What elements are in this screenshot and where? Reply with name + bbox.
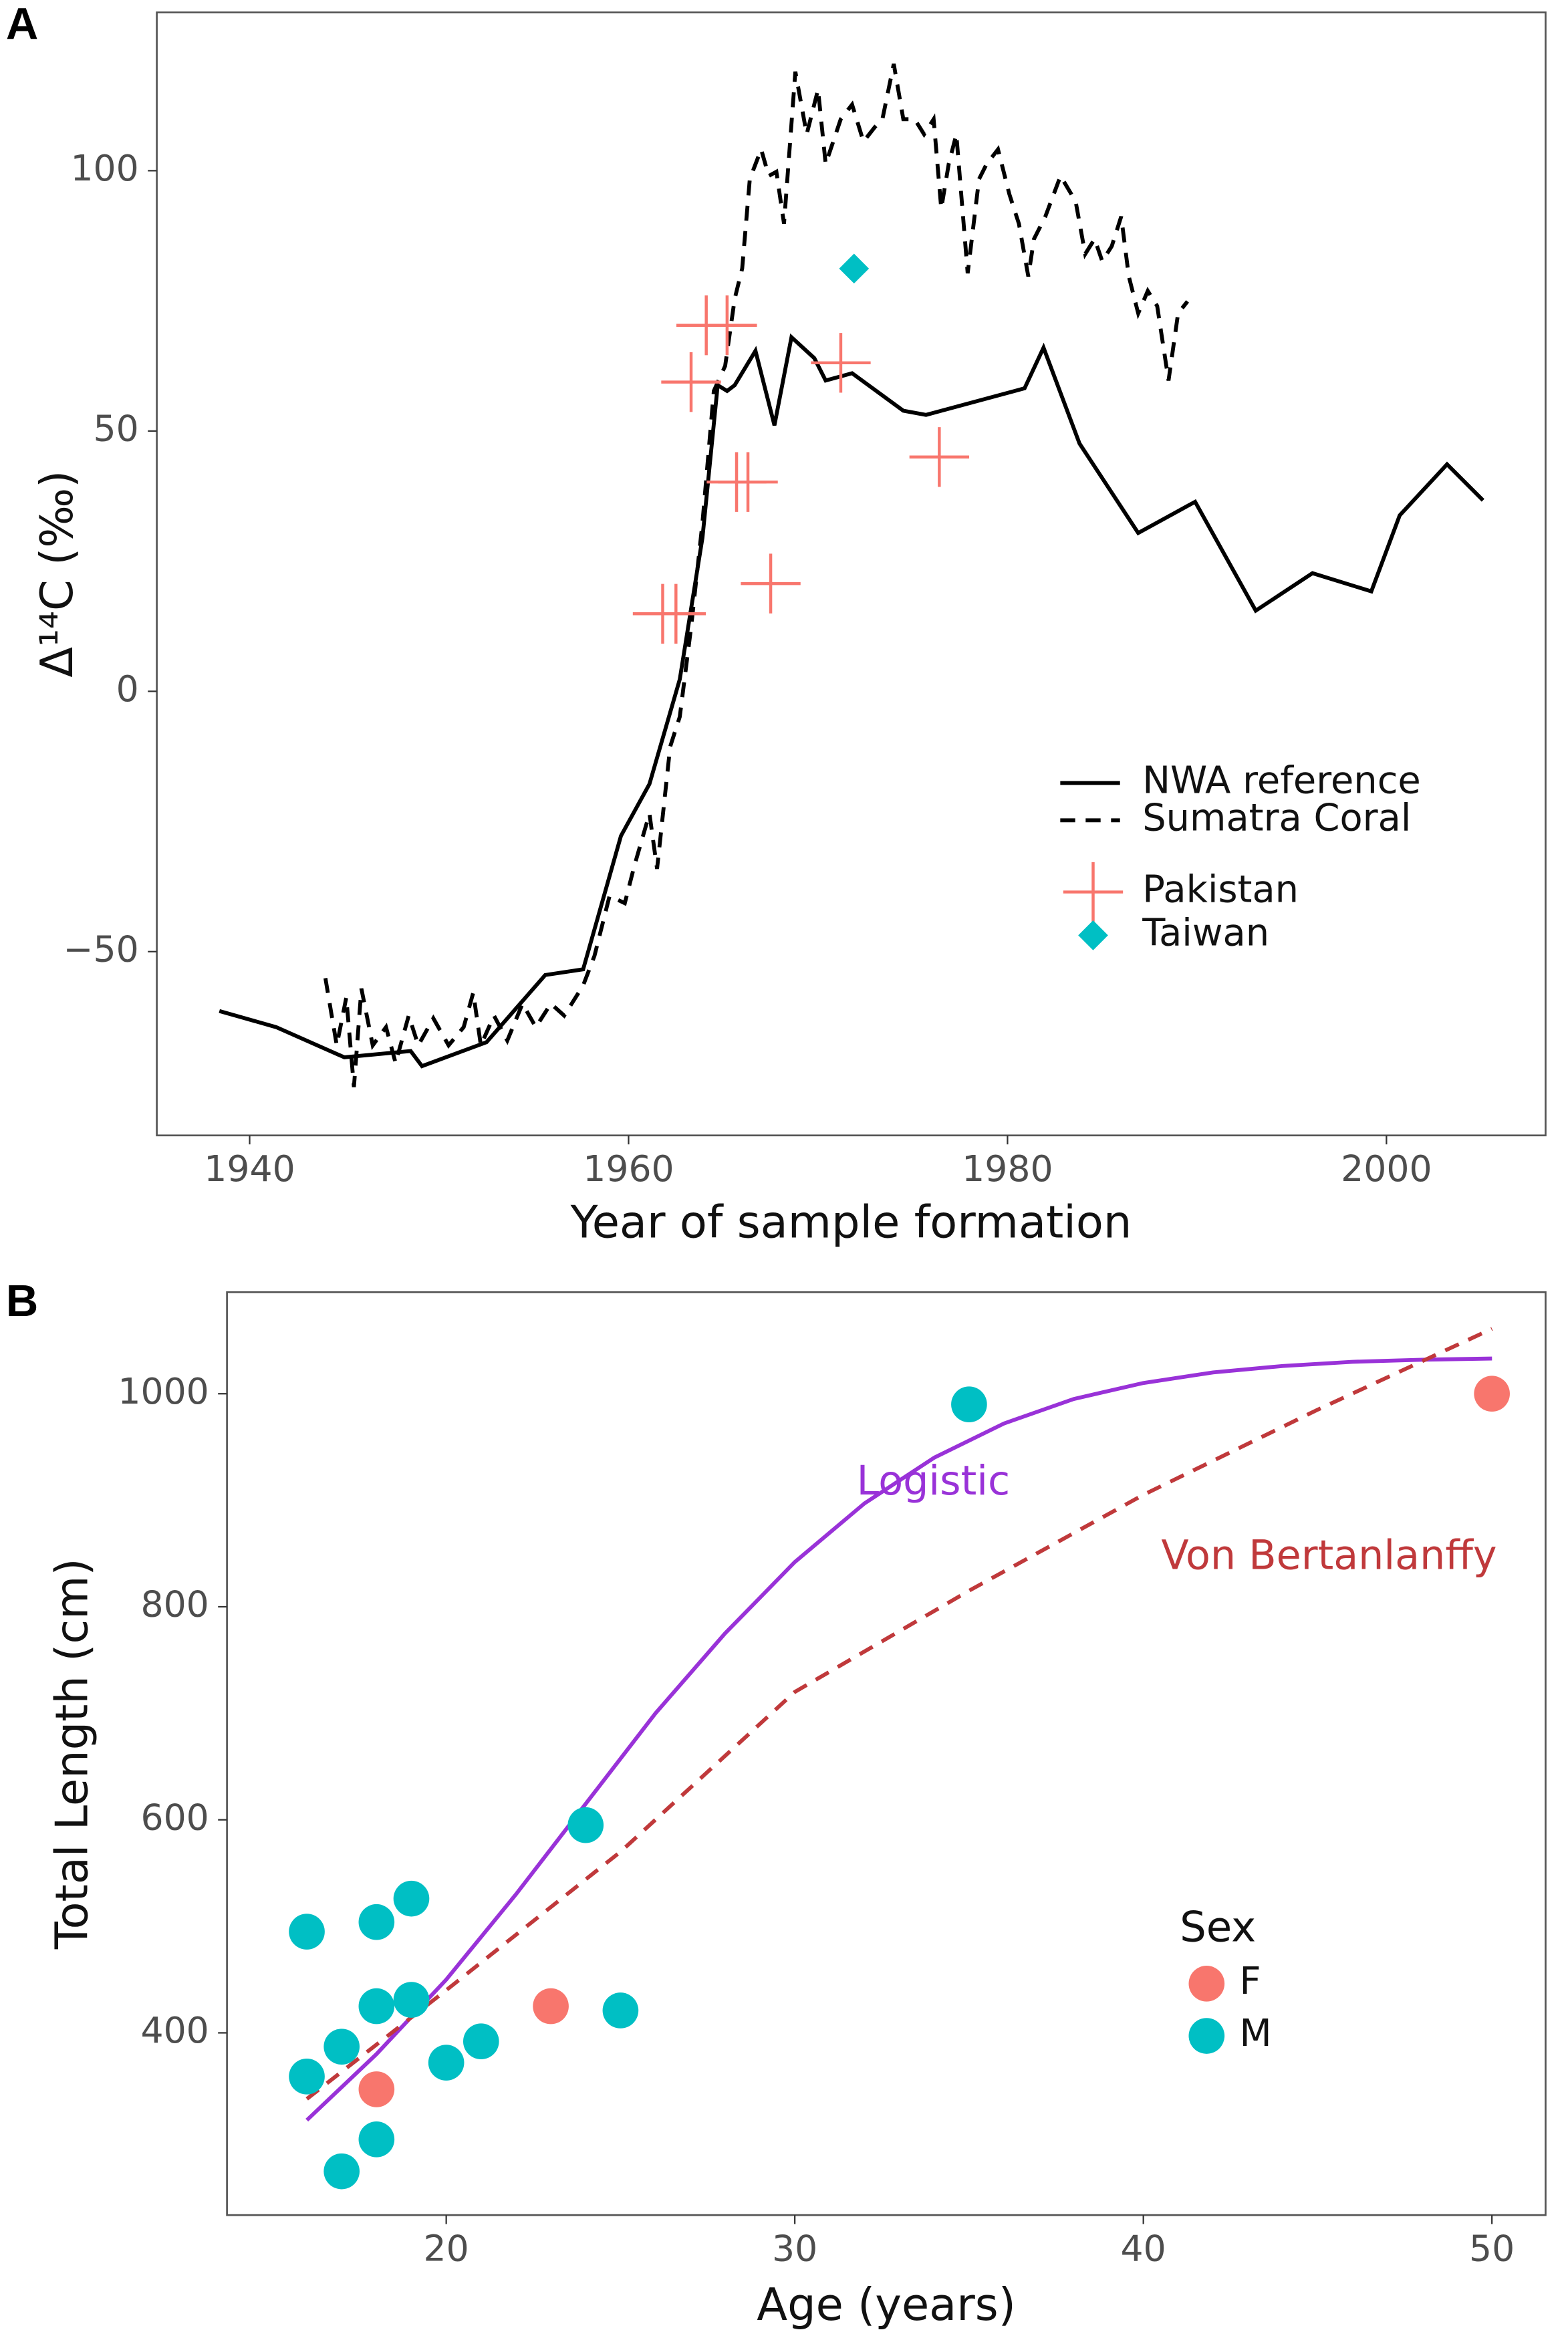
legend-label: F — [1239, 1960, 1261, 2003]
y-tick-label: 800 — [140, 1583, 209, 1625]
x-axis-title: Age (years) — [757, 2278, 1016, 2331]
diamond-marker — [839, 253, 870, 284]
y-tick-label: 600 — [140, 1796, 209, 1838]
plus-marker — [741, 553, 801, 614]
fit-label: Logistic — [857, 1458, 1010, 1505]
x-axis-title: Year of sample formation — [570, 1196, 1132, 1248]
circle-marker — [1474, 1376, 1510, 1412]
panel-label: A — [6, 0, 38, 49]
y-tick-label: −50 — [63, 928, 139, 970]
circle-marker — [393, 1880, 430, 1917]
plus-marker — [661, 352, 721, 412]
plus-marker — [909, 427, 970, 487]
x-tick-label: 50 — [1469, 2227, 1515, 2269]
x-tick-label: 30 — [772, 2227, 817, 2269]
plus-marker — [718, 452, 778, 512]
x-tick-label: 1960 — [583, 1148, 674, 1190]
y-axis-title: Total Length (cm) — [45, 1558, 98, 1950]
plus-marker — [646, 583, 706, 644]
circle-marker — [602, 1992, 639, 2029]
circle-marker — [358, 2121, 395, 2158]
legend-label: Pakistan — [1142, 868, 1299, 912]
legend-title: Sex — [1180, 1902, 1256, 1951]
fit-curve — [305, 1356, 1492, 2122]
circle-marker — [358, 1904, 395, 1940]
legend-label: NWA reference — [1142, 759, 1421, 803]
plus-marker — [811, 333, 871, 393]
legend-key — [1188, 1966, 1225, 2002]
line-series — [219, 333, 1484, 1069]
plot-border — [156, 11, 1547, 1137]
x-tick-label: 20 — [424, 2227, 469, 2269]
circle-marker — [463, 2023, 499, 2060]
y-tick-label: 100 — [70, 147, 138, 189]
circle-marker — [323, 2153, 360, 2190]
circle-marker — [323, 2029, 360, 2065]
y-tick-label: 0 — [116, 668, 139, 710]
x-tick-label: 40 — [1121, 2227, 1166, 2269]
line-series — [323, 63, 1189, 1087]
circle-marker — [428, 2045, 465, 2081]
fit-label: Von Bertanlanffy — [1161, 1533, 1496, 1579]
legend-label: M — [1239, 2012, 1271, 2055]
circle-marker — [358, 2071, 395, 2107]
plus-marker — [697, 295, 757, 356]
y-tick-label: 50 — [94, 407, 139, 449]
circle-marker — [951, 1386, 987, 1422]
x-tick-label: 1980 — [962, 1148, 1053, 1190]
plot-border — [226, 1291, 1547, 2216]
circle-marker — [533, 1988, 569, 2025]
y-tick-label: 400 — [140, 2009, 209, 2051]
circle-marker — [289, 2058, 325, 2095]
panel-label: B — [6, 1276, 38, 1326]
fit-curve — [305, 1327, 1493, 2101]
x-tick-label: 1940 — [204, 1148, 295, 1190]
legend-key — [1078, 920, 1108, 950]
legend-label: Sumatra Coral — [1142, 796, 1411, 839]
legend-key — [1063, 862, 1124, 922]
y-tick-label: 1000 — [118, 1370, 209, 1412]
x-tick-label: 2000 — [1341, 1148, 1432, 1190]
y-axis-title: Δ¹⁴C (‰) — [31, 471, 83, 678]
circle-marker — [567, 1807, 604, 1843]
legend-key — [1188, 2018, 1225, 2054]
circle-marker — [289, 1914, 325, 1950]
circle-marker — [358, 1988, 395, 2025]
legend-label: Taiwan — [1142, 911, 1269, 954]
circle-marker — [393, 1982, 430, 2018]
